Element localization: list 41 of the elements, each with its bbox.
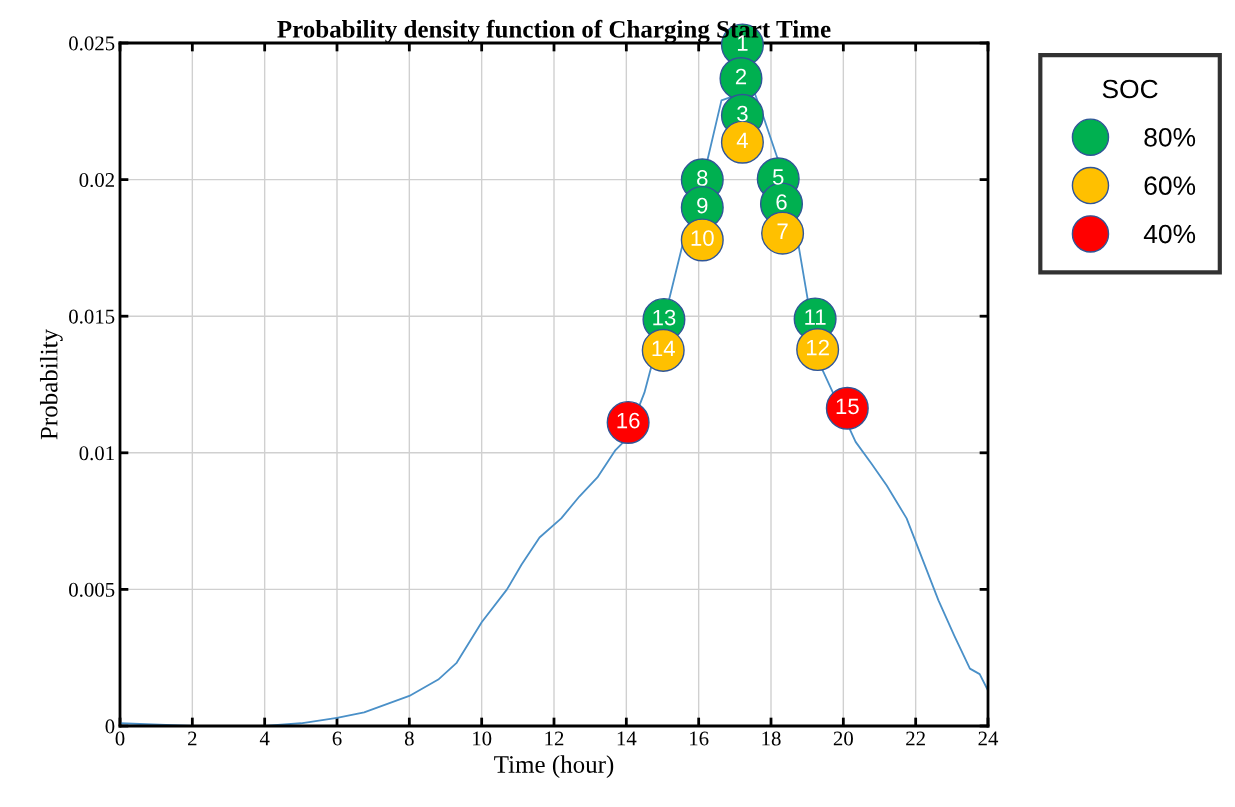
- x-tick-label: 18: [762, 731, 781, 746]
- annotation: 13: [653, 309, 676, 326]
- legend-label: 40%: [1143, 224, 1196, 244]
- annotation: 14: [652, 340, 675, 357]
- legend-title: SOC: [1102, 79, 1158, 99]
- annotation: 4: [736, 132, 748, 148]
- annotation: 6: [776, 194, 787, 210]
- x-tick-label: 10: [473, 731, 492, 746]
- x-tick-label: 22: [906, 731, 925, 746]
- annotation: 7: [777, 223, 788, 239]
- y-tick-label: 0: [105, 719, 115, 734]
- point: [761, 211, 805, 255]
- x-tick-label: 4: [259, 731, 270, 746]
- legend-label: 80%: [1144, 127, 1196, 147]
- annotation: 12: [806, 339, 829, 356]
- annotation: 8: [697, 170, 708, 186]
- annotation: 15: [836, 398, 859, 415]
- annotation: 9: [697, 197, 708, 214]
- annotation: 11: [805, 309, 826, 325]
- y-tick-label: 0.025: [69, 36, 115, 51]
- x-tick-label: 16: [690, 731, 709, 746]
- y-tick-label: 0.02: [79, 172, 114, 188]
- annotation: 5: [772, 169, 784, 185]
- x-tick-label: 0: [115, 731, 125, 746]
- annotation: 10: [691, 230, 714, 246]
- y-tick-label: 0.015: [69, 309, 115, 324]
- y-tick-label: 0.005: [69, 582, 115, 597]
- x-axis-title: Time (hour): [494, 755, 614, 778]
- x-tick-label: 14: [617, 731, 637, 746]
- x-tick-label: 8: [404, 731, 414, 746]
- x-tick-label: 2: [188, 731, 197, 746]
- x-tick-label: 12: [545, 731, 564, 746]
- annotation: 3: [737, 105, 748, 122]
- legend-label: 60%: [1144, 176, 1196, 196]
- x-tick-label: 20: [833, 731, 853, 746]
- annotation: 16: [617, 412, 640, 429]
- y-tick-label: 0.01: [79, 446, 114, 461]
- annotation: 2: [735, 68, 747, 85]
- x-tick-label: 24: [978, 731, 999, 746]
- x-tick-label: 6: [332, 731, 342, 746]
- y-axis-title: Probability: [39, 329, 63, 440]
